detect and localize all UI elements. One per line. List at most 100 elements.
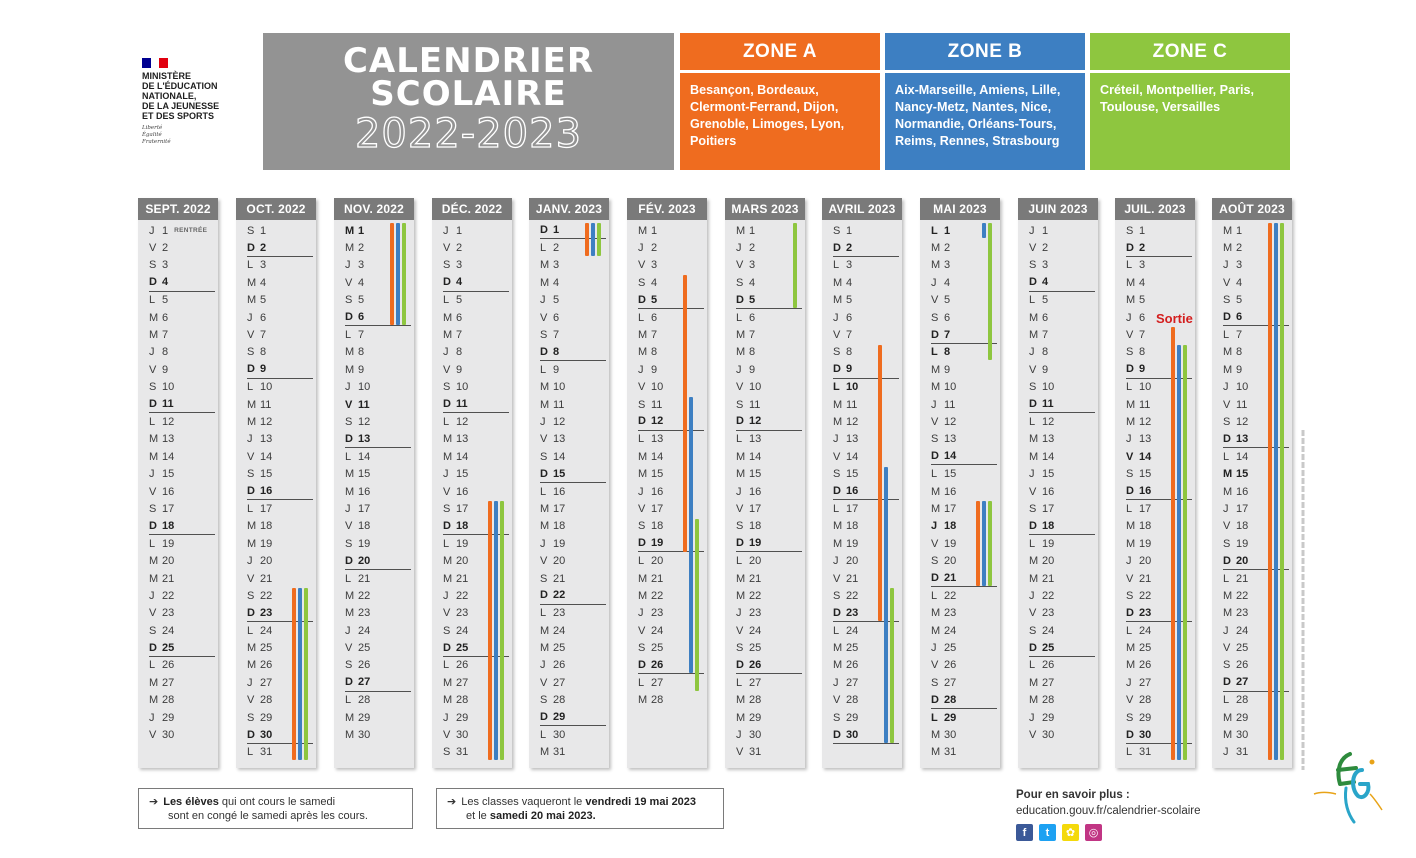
day-letter: V <box>540 311 548 324</box>
day-number: 1 <box>749 224 756 237</box>
day-number: 12 <box>553 415 566 428</box>
day-number: 24 <box>846 624 859 637</box>
day-row: S 24 <box>443 622 512 639</box>
day-letter: M <box>736 711 746 724</box>
day-row: S 29 <box>1126 709 1195 726</box>
more-info-link[interactable]: education.gouv.fr/calendrier-scolaire <box>1016 805 1201 817</box>
day-number: 28 <box>846 694 859 707</box>
day-number: 20 <box>553 555 566 568</box>
day-letter: M <box>149 329 159 342</box>
day-letter: D <box>149 641 157 654</box>
sortie-label: Sortie <box>1156 311 1193 326</box>
day-letter: S <box>1223 537 1231 550</box>
day-letter: M <box>1223 242 1233 255</box>
holiday-bar-zone-c <box>695 518 699 691</box>
day-number: 1 <box>651 224 658 237</box>
day-number: 25 <box>456 641 469 654</box>
day-letter: S <box>345 659 353 672</box>
day-number: 25 <box>944 642 957 655</box>
day-number: 23 <box>260 606 273 619</box>
french-flag-icon <box>142 58 169 68</box>
day-letter: M <box>149 433 159 446</box>
day-row: M 12 <box>833 413 902 430</box>
day-row: L 27 <box>736 674 805 691</box>
day-letter: L <box>1126 259 1133 272</box>
day-row: S 29 <box>833 709 902 726</box>
day-row: V 23 <box>443 605 512 622</box>
day-row: D 23 <box>1126 605 1192 622</box>
day-row: V 17 <box>638 500 707 517</box>
day-number: 11 <box>553 398 565 411</box>
day-letter: D <box>247 363 255 376</box>
day-row: S 19 <box>1223 535 1292 552</box>
day-number: 28 <box>944 693 957 706</box>
day-row: M 14 <box>736 448 805 465</box>
day-letter: M <box>247 294 257 307</box>
day-row: M 29 <box>736 709 805 726</box>
day-number: 11 <box>358 398 370 411</box>
day-letter: M <box>1126 294 1136 307</box>
note-saturday: ➔ Les élèves qui ont cours le samedi sont… <box>138 788 413 829</box>
day-number: 8 <box>456 346 463 359</box>
day-number: 22 <box>944 589 957 602</box>
day-row: L 31 <box>1126 744 1195 761</box>
twitter-icon[interactable]: t <box>1039 824 1056 841</box>
day-number: 30 <box>456 729 469 742</box>
day-number: 10 <box>651 381 664 394</box>
day-number: 29 <box>846 711 859 724</box>
day-letter: D <box>443 276 451 289</box>
day-letter: M <box>931 363 941 376</box>
day-row: L 29 <box>931 709 1000 726</box>
day-row: V 23 <box>149 605 218 622</box>
day-row: M 11 <box>247 396 316 413</box>
day-row: V 16 <box>149 483 218 500</box>
day-number: 27 <box>456 676 469 689</box>
facebook-icon[interactable]: f <box>1016 824 1033 841</box>
holiday-bar-zone-b <box>396 223 400 326</box>
day-number: 15 <box>749 468 762 481</box>
day-number: 3 <box>1042 259 1049 272</box>
snapchat-icon[interactable]: ✿ <box>1062 824 1079 841</box>
day-number: 2 <box>944 242 951 255</box>
day-letter: D <box>345 554 353 567</box>
day-number: 25 <box>846 642 859 655</box>
day-letter: J <box>149 468 155 481</box>
note-saturday-bold: Les élèves <box>163 796 219 808</box>
day-letter: J <box>345 624 351 637</box>
day-number: 19 <box>1042 537 1055 550</box>
day-letter: D <box>833 728 841 741</box>
day-row: D 15 <box>540 465 606 483</box>
day-number: 17 <box>456 502 469 515</box>
day-number: 14 <box>553 450 566 463</box>
day-number: 25 <box>1236 642 1249 655</box>
day-letter: V <box>736 502 744 515</box>
day-row: D 20 <box>345 552 411 570</box>
day-letter: J <box>149 589 155 602</box>
day-letter: M <box>345 224 355 237</box>
day-letter: L <box>443 537 450 550</box>
day-number: 12 <box>1236 415 1249 428</box>
day-number: 11 <box>260 398 272 411</box>
day-number: 20 <box>260 555 273 568</box>
month-header: AVRIL 2023 <box>822 198 902 220</box>
instagram-icon[interactable]: ◎ <box>1085 824 1102 841</box>
side-credit-text <box>1301 430 1305 770</box>
day-letter: D <box>736 537 744 550</box>
day-number: 30 <box>162 729 175 742</box>
day-letter: M <box>540 746 550 759</box>
day-letter: D <box>1223 432 1231 445</box>
day-letter: M <box>1126 415 1136 428</box>
day-number: 10 <box>358 381 371 394</box>
day-letter: J <box>638 485 644 498</box>
day-letter: D <box>443 398 451 411</box>
day-number: 2 <box>1236 242 1243 255</box>
